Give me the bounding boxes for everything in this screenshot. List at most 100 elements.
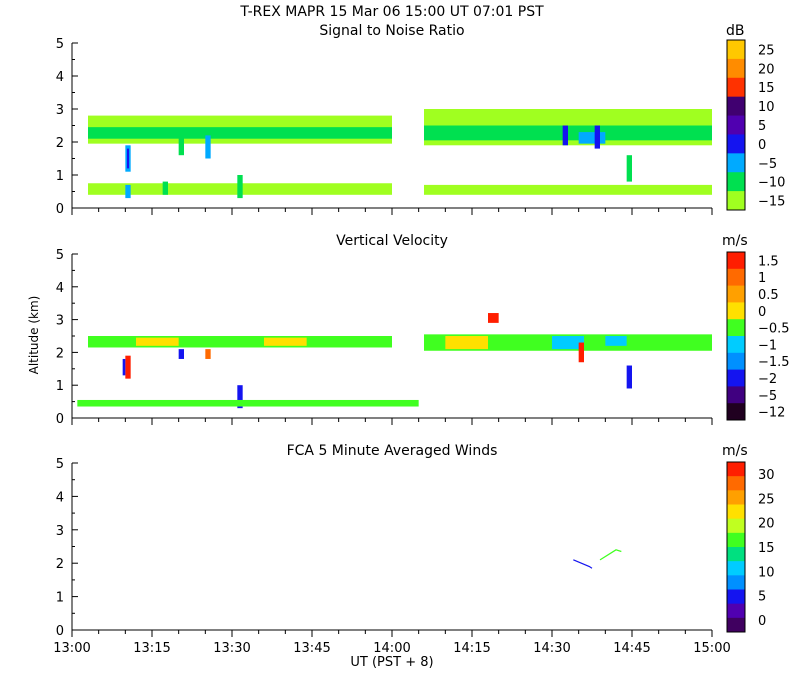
- x-tick-label: 14:15: [453, 641, 490, 656]
- data-band-4: [445, 336, 488, 350]
- colorbar-frame: [726, 461, 746, 633]
- colorbar-label: 1.5: [758, 254, 779, 269]
- x-tick-label: 15:00: [693, 641, 730, 656]
- x-tick-label: 13:15: [133, 641, 170, 656]
- colorbar-swatch: [727, 302, 745, 320]
- y-tick-label: 3: [56, 314, 64, 329]
- colorbar-swatch: [727, 77, 745, 98]
- x-axis-ticks: 13:00 13:15 13:30 13:45 14:00 14:15 14:30 14:45…: [53, 641, 730, 656]
- y-tick-label: 0: [56, 202, 64, 217]
- data-band-2: [136, 337, 179, 346]
- colorbar-swatch: [727, 518, 745, 534]
- y-tick-label: 4: [56, 490, 64, 505]
- colorbar-label: −10: [758, 176, 785, 191]
- panel-2-title: Vertical Velocity: [336, 233, 448, 249]
- y-tick-label: 3: [56, 103, 64, 118]
- x-tick-label: 14:00: [373, 641, 410, 656]
- colorbar-label: 1: [758, 271, 766, 286]
- colorbar-label: 0: [758, 138, 766, 153]
- colorbar-swatch: [727, 561, 745, 576]
- data-band-13: [594, 125, 600, 149]
- colorbar-label: 25: [758, 492, 775, 507]
- x-tick-label: 14:45: [613, 641, 650, 656]
- panel-1-title: Signal to Noise Ratio: [319, 23, 464, 39]
- colorbar-frame: [726, 251, 746, 421]
- colorbar-swatch: [727, 191, 745, 211]
- colorbar-label: 10: [758, 100, 775, 115]
- colorbar-label: 0: [758, 614, 766, 629]
- colorbar-2-unit: m/s: [722, 233, 748, 249]
- colorbar-swatch: [727, 172, 745, 192]
- data-band-8: [126, 148, 130, 169]
- data-band-3: [424, 184, 712, 195]
- y-tick-label: 4: [56, 70, 64, 85]
- colorbar-swatch: [727, 115, 745, 135]
- colorbar-snr: 25 20 15 10 5 0 −5 −10 −15: [726, 39, 785, 211]
- panel-snr: 0 1 2 3 4 5: [56, 37, 713, 217]
- colorbar-swatch: [727, 589, 745, 605]
- series-wind-barb-2: [599, 549, 622, 561]
- y-tick-label: 1: [56, 591, 64, 606]
- data-band-15: [125, 184, 131, 199]
- colorbar-swatch: [727, 369, 745, 387]
- colorbar-label: −5: [758, 157, 777, 172]
- colorbar-frame: [726, 39, 746, 211]
- y-tick-label: 0: [56, 624, 64, 639]
- colorbar-swatch: [727, 403, 745, 421]
- figure-title: T-REX MAPR 15 Mar 06 15:00 UT 07:01 PST: [239, 4, 544, 20]
- data-band-2: [88, 127, 392, 139]
- data-band-13: [205, 349, 211, 359]
- y-tick-label: 1: [56, 169, 64, 184]
- y-tick-label: 0: [56, 412, 64, 427]
- colorbar-swatch: [727, 285, 745, 303]
- colorbar-swatch: [727, 336, 745, 354]
- data-band-8: [122, 358, 126, 376]
- data-band-10: [205, 135, 211, 159]
- colorbar-vertical-velocity: 1.5 1 0.5 0 −0.5−1 −1.5 −2 −5 −12: [726, 251, 790, 421]
- x-tick-label: 13:45: [293, 641, 330, 656]
- colorbar-3-unit: m/s: [722, 443, 748, 459]
- colorbar-label: −0.5: [758, 322, 790, 337]
- y-tick-label: 3: [56, 524, 64, 539]
- y-tick-label: 5: [56, 37, 64, 52]
- data-band-11: [626, 365, 632, 389]
- data-band-12: [178, 349, 184, 359]
- data-band-5: [552, 336, 584, 350]
- colorbar-label: 10: [758, 565, 775, 580]
- colorbar-label: −1: [758, 338, 777, 353]
- x-tick-label: 14:30: [533, 641, 570, 656]
- panel-3-title: FCA 5 Minute Averaged Winds: [287, 443, 498, 459]
- data-band-9: [237, 385, 243, 409]
- colorbar-label: 30: [758, 468, 775, 483]
- colorbar-label: −2: [758, 372, 777, 387]
- x-tick-label: 13:00: [53, 641, 90, 656]
- data-band-6: [605, 336, 627, 346]
- data-band-14: [77, 399, 419, 407]
- x-tick-label: 13:30: [213, 641, 250, 656]
- y-tick-label: 4: [56, 281, 64, 296]
- colorbar-swatch: [727, 547, 745, 562]
- colorbar-swatch: [727, 252, 745, 270]
- panel-winds: 0 1 2 3 4 5: [56, 457, 713, 639]
- data-band-3: [264, 337, 307, 346]
- colorbar-swatch: [727, 58, 745, 79]
- colorbar-swatch: [727, 96, 745, 117]
- colorbar-swatch: [727, 40, 745, 60]
- colorbar-swatch: [727, 504, 745, 520]
- colorbar-label: 5: [758, 119, 766, 134]
- colorbar-swatch: [727, 462, 745, 477]
- x-axis-label: UT (PST + 8): [350, 655, 433, 670]
- y-tick-label: 5: [56, 248, 64, 263]
- y-tick-label: 2: [56, 346, 64, 361]
- y-tick-label: 2: [56, 557, 64, 572]
- colorbar-label: 25: [758, 43, 775, 58]
- data-band-12: [562, 125, 568, 146]
- colorbar-label: 20: [758, 517, 775, 532]
- panel-vertical-velocity: 0 1 2 3 4 5: [56, 248, 713, 427]
- data-band-6: [578, 132, 606, 144]
- series-wind-barb-1: [573, 559, 593, 569]
- colorbar-swatch: [727, 603, 745, 619]
- colorbar-swatch: [727, 476, 745, 491]
- colorbar-label: −5: [758, 389, 777, 404]
- data-band-15: [488, 313, 499, 323]
